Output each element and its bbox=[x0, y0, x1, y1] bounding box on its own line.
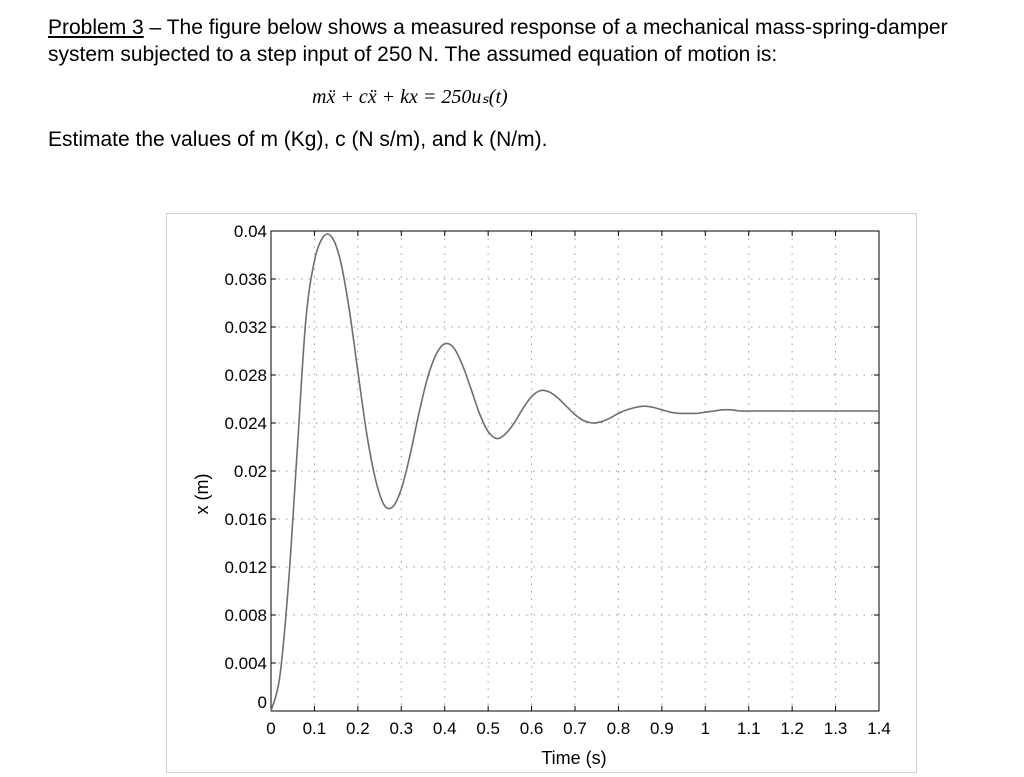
y-axis-label: x (m) bbox=[192, 474, 212, 515]
response-chart: 0 0.004 0.008 0.012 0.016 0.02 0.024 0.028 0.032… bbox=[192, 222, 891, 768]
x-tick-label: 0.7 bbox=[563, 719, 587, 738]
x-tick-label: 0.9 bbox=[650, 719, 674, 738]
x-tick-labels: 0 0.1 0.2 0.3 0.4 0.5 0.6 0.7 0.8 0.9 1 1.1 1.2 1.3 1.… bbox=[266, 719, 891, 738]
x-tick-label: 0.2 bbox=[346, 719, 370, 738]
x-tick-label: 0.4 bbox=[433, 719, 457, 738]
y-tick-label: 0.024 bbox=[224, 414, 267, 433]
x-tick-label: 1.4 bbox=[867, 719, 891, 738]
y-tick-label: 0.04 bbox=[234, 222, 267, 241]
x-tick-label: 1 bbox=[701, 719, 710, 738]
y-tick-labels: 0 0.004 0.008 0.012 0.016 0.02 0.024 0.028 0.032… bbox=[224, 222, 267, 712]
task-statement: Estimate the values of m (Kg), c (N s/m)… bbox=[48, 128, 548, 151]
x-tick-label: 1.1 bbox=[737, 719, 761, 738]
x-tick-label: 1.3 bbox=[824, 719, 848, 738]
y-tick-label: 0.008 bbox=[224, 606, 267, 625]
x-tick-label: 0.6 bbox=[520, 719, 544, 738]
y-tick-label: 0.036 bbox=[224, 270, 267, 289]
y-tick-label: 0 bbox=[258, 693, 267, 712]
x-tick-label: 1.2 bbox=[780, 719, 804, 738]
problem-statement: Problem 3 – The figure below shows a mea… bbox=[48, 14, 1008, 68]
y-tick-label: 0.012 bbox=[224, 558, 267, 577]
y-tick-label: 0.02 bbox=[234, 462, 267, 481]
x-tick-label: 0.1 bbox=[303, 719, 327, 738]
plot-frame bbox=[270, 230, 880, 712]
problem-heading: Problem 3 bbox=[48, 16, 144, 39]
grid-lines bbox=[271, 231, 879, 711]
x-tick-label: 0.8 bbox=[607, 719, 631, 738]
equation-of-motion: mẍ + cẍ + kx = 250uₛ(t) bbox=[312, 86, 508, 108]
x-tick-label: 0 bbox=[266, 719, 275, 738]
x-axis-label: Time (s) bbox=[541, 748, 606, 768]
y-tick-label: 0.032 bbox=[224, 318, 267, 337]
y-tick-label: 0.004 bbox=[224, 654, 267, 673]
y-tick-label: 0.016 bbox=[224, 510, 267, 529]
x-tick-label: 0.5 bbox=[476, 719, 500, 738]
x-tick-label: 0.3 bbox=[389, 719, 413, 738]
chart-figure: 0 0.004 0.008 0.012 0.016 0.02 0.024 0.028 0.032… bbox=[166, 213, 917, 773]
axes-frame bbox=[270, 230, 880, 712]
response-line bbox=[270, 233, 879, 712]
y-tick-label: 0.028 bbox=[224, 366, 267, 385]
problem-intro: – The figure below shows a measured resp… bbox=[48, 16, 948, 66]
